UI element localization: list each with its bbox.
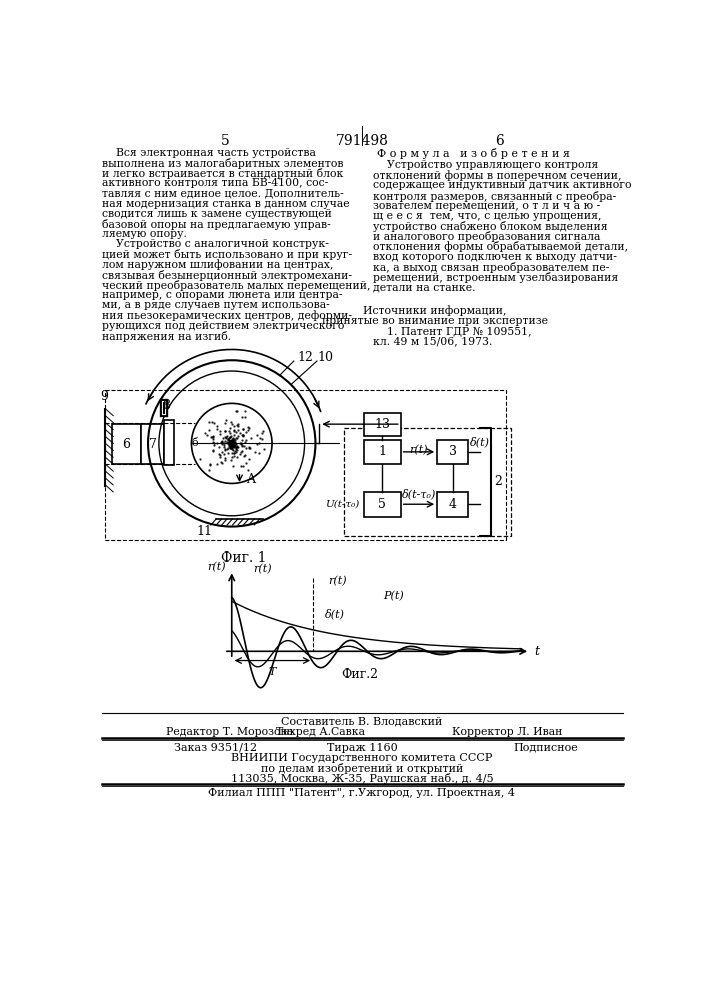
Text: щ е е с я  тем, что, с целью упрощения,: щ е е с я тем, что, с целью упрощения, [373, 211, 601, 221]
Text: Источники информации,: Источники информации, [363, 305, 506, 316]
Text: 6: 6 [122, 438, 130, 451]
Text: ВНИИПИ Государственного комитета СССР: ВНИИПИ Государственного комитета СССР [231, 753, 493, 763]
Text: Фиг.2: Фиг.2 [341, 668, 378, 681]
Bar [164, 420, 174, 465]
Text: ремещений, встроенным узелбазирования: ремещений, встроенным узелбазирования [373, 272, 618, 283]
Text: базовой опоры на предлагаемую управ-: базовой опоры на предлагаемую управ- [103, 219, 331, 230]
Text: 791498: 791498 [336, 134, 388, 148]
Bar [437, 492, 468, 517]
Text: Филиал ППП "Патент", г.Ужгород, ул. Проектная, 4: Филиал ППП "Патент", г.Ужгород, ул. Прое… [209, 788, 515, 798]
Text: δ(t): δ(t) [470, 436, 491, 447]
Text: t: t [534, 645, 539, 658]
Text: 11: 11 [197, 525, 213, 538]
Text: r(t): r(t) [409, 445, 428, 456]
Text: зователем перемещений, о т л и ч а ю -: зователем перемещений, о т л и ч а ю - [373, 201, 600, 211]
Text: 13: 13 [374, 418, 390, 431]
Text: связывая безынерционный электромехани-: связывая безынерционный электромехани- [103, 270, 352, 281]
Text: 5: 5 [221, 134, 230, 148]
Text: б: б [191, 438, 198, 448]
Text: тавляя с ним единое целое. Дополнитель-: тавляя с ним единое целое. Дополнитель- [103, 188, 344, 198]
Text: ния пьезокерамических центров, деформи-: ния пьезокерамических центров, деформи- [103, 310, 352, 321]
Text: 9: 9 [100, 390, 107, 403]
Text: Устройство управляющего контроля: Устройство управляющего контроля [373, 160, 598, 170]
Text: Техред А.Савка: Техред А.Савка [276, 727, 366, 737]
Text: активного контроля типа БВ-4100, сос-: активного контроля типа БВ-4100, сос- [103, 178, 329, 188]
Text: δ(t-τ₀): δ(t-τ₀) [402, 489, 436, 500]
Text: r(t): r(t) [329, 576, 347, 586]
Text: 113035, Москва, Ж-35, Раушская наб., д. 4/5: 113035, Москва, Ж-35, Раушская наб., д. … [230, 773, 493, 784]
Text: 1. Патент ГДР № 109551,: 1. Патент ГДР № 109551, [373, 326, 532, 336]
Text: 8: 8 [162, 399, 170, 412]
Text: 4: 4 [449, 498, 457, 511]
Text: 1: 1 [378, 445, 386, 458]
Bar [363, 492, 401, 517]
Text: 10: 10 [317, 351, 333, 364]
Text: цией может быть использовано и при круг-: цией может быть использовано и при круг- [103, 249, 353, 260]
Text: r(t): r(t) [207, 561, 226, 572]
Text: 12: 12 [298, 351, 313, 364]
Text: Ф о р м у л а   и з о б р е т е н и я: Ф о р м у л а и з о б р е т е н и я [377, 148, 570, 159]
Text: вход которого подключен к выходу датчи-: вход которого подключен к выходу датчи- [373, 252, 617, 262]
Text: A: A [246, 473, 255, 486]
Text: ная модернизация станка в данном случае: ная модернизация станка в данном случае [103, 199, 350, 209]
Bar [112, 424, 141, 464]
Text: 6: 6 [495, 134, 503, 148]
Bar [344, 428, 510, 536]
Text: лом наружном шлифовании на центрах,: лом наружном шлифовании на центрах, [103, 260, 334, 270]
Text: P(t): P(t) [383, 591, 404, 601]
Text: r(t): r(t) [253, 564, 272, 574]
Text: выполнена из малогабаритных элементов: выполнена из малогабаритных элементов [103, 158, 344, 169]
Text: Тираж 1160: Тираж 1160 [327, 743, 397, 753]
Bar [363, 413, 401, 436]
Text: Фиг. 1: Фиг. 1 [221, 551, 266, 565]
Text: ляемую опору.: ляемую опору. [103, 229, 187, 239]
Text: отклонения формы обрабатываемой детали,: отклонения формы обрабатываемой детали, [373, 241, 628, 252]
Text: Корректор Л. Иван: Корректор Л. Иван [452, 727, 562, 737]
Text: Устройство с аналогичной конструк-: Устройство с аналогичной конструк- [103, 239, 329, 249]
Text: 3: 3 [449, 445, 457, 458]
Text: U(t-τ₀): U(t-τ₀) [325, 500, 360, 509]
Text: содержащее индуктивный датчик активного: содержащее индуктивный датчик активного [373, 180, 631, 190]
Text: напряжения на изгиб.: напряжения на изгиб. [103, 331, 231, 342]
Text: T: T [269, 667, 276, 677]
Text: Составитель В. Влодавский: Составитель В. Влодавский [281, 717, 443, 727]
Text: принятые во внимание при экспертизе: принятые во внимание при экспертизе [322, 316, 548, 326]
Text: ми, а в ряде случаев путем использова-: ми, а в ряде случаев путем использова- [103, 300, 330, 310]
Text: отклонений формы в поперечном сечении,: отклонений формы в поперечном сечении, [373, 170, 621, 181]
Bar [363, 440, 401, 464]
Text: δ(t): δ(t) [325, 608, 345, 619]
Text: рующихся под действием электрического: рующихся под действием электрического [103, 321, 345, 331]
Text: детали на станке.: детали на станке. [373, 282, 475, 292]
Text: ка, а выход связан преобразователем пе-: ка, а выход связан преобразователем пе- [373, 262, 609, 273]
Text: 5: 5 [378, 498, 386, 511]
Text: Заказ 9351/12: Заказ 9351/12 [174, 743, 257, 753]
Text: Подписное: Подписное [513, 743, 578, 753]
Bar [437, 440, 468, 464]
Text: ческий преобразователь малых перемещений,: ческий преобразователь малых перемещений… [103, 280, 371, 291]
Text: сводится лишь к замене существующей: сводится лишь к замене существующей [103, 209, 332, 219]
Text: по делам изобретений и открытий: по делам изобретений и открытий [261, 763, 463, 774]
Bar [105, 389, 506, 540]
Bar [141, 424, 164, 464]
Text: например, с опорами люнета или центра-: например, с опорами люнета или центра- [103, 290, 343, 300]
Text: Редактор Т. Морозова: Редактор Т. Морозова [166, 727, 293, 737]
Circle shape [192, 403, 272, 483]
Text: контроля размеров, связанный с преобра-: контроля размеров, связанный с преобра- [373, 191, 616, 202]
Text: и легко встраивается в стандартный блок: и легко встраивается в стандартный блок [103, 168, 344, 179]
Text: кл. 49 м 15/06, 1973.: кл. 49 м 15/06, 1973. [373, 336, 492, 346]
Text: 2: 2 [493, 475, 501, 488]
Text: 7: 7 [148, 438, 157, 451]
Text: и аналогового преобразования сигнала: и аналогового преобразования сигнала [373, 231, 600, 242]
Text: устройство снабжено блоком выделения: устройство снабжено блоком выделения [373, 221, 607, 232]
Text: Вся электронная часть устройства: Вся электронная часть устройства [103, 148, 316, 158]
